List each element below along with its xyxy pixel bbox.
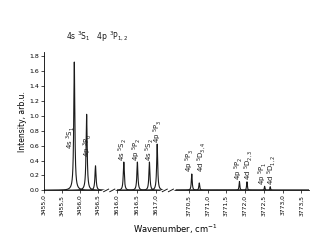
Text: 4d $^5$D$_{1,2}$: 4d $^5$D$_{1,2}$	[266, 155, 278, 185]
Text: 4p $^3$P$_0$: 4p $^3$P$_0$	[82, 133, 95, 157]
Text: 4p $^5$P$_2$: 4p $^5$P$_2$	[232, 157, 245, 180]
Text: 4p $^5$P$_1$: 4p $^5$P$_1$	[257, 162, 269, 185]
Text: 4s $^5$S$_2$: 4s $^5$S$_2$	[143, 138, 156, 161]
Text: 4p $^5$P$_3$: 4p $^5$P$_3$	[183, 149, 196, 173]
Text: 4d $^5$D$_{2,3}$: 4d $^5$D$_{2,3}$	[243, 150, 255, 180]
Text: 4p $^5$P$_2$: 4p $^5$P$_2$	[130, 137, 143, 161]
Text: 4s $^5$S$_2$: 4s $^5$S$_2$	[116, 138, 129, 161]
Text: 4s $^3$S$_1$   4p $^3$P$_{1,2}$: 4s $^3$S$_1$ 4p $^3$P$_{1,2}$	[66, 30, 129, 44]
Text: 4p $^5$P$_3$: 4p $^5$P$_3$	[151, 119, 164, 143]
Text: 4d $^5$D$_{3,4}$: 4d $^5$D$_{3,4}$	[196, 142, 208, 173]
Text: 4s $^3$S$_1$: 4s $^3$S$_1$	[65, 127, 77, 149]
Y-axis label: Intensity, arb.u.: Intensity, arb.u.	[18, 91, 27, 152]
Text: Wavenumber, cm$^{-1}$: Wavenumber, cm$^{-1}$	[133, 222, 217, 236]
